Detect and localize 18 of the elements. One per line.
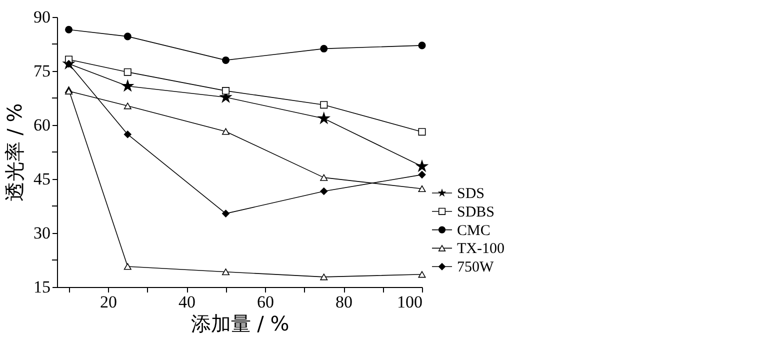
y-tick-label: 15 [34, 278, 50, 296]
x-tick-label: 20 [100, 292, 118, 312]
x-tick-label: 80 [336, 292, 353, 312]
y-tick-label: 75 [34, 62, 50, 80]
x-tick-label: 100 [397, 292, 422, 312]
legend-label: CMC [457, 222, 490, 239]
legend-label: TX-100 [457, 241, 504, 258]
y-tick-label: 45 [34, 170, 50, 188]
x-tick-label: 60 [257, 292, 274, 312]
y-tick-label: 30 [34, 224, 50, 242]
y-axis-title: 透光率 / % [2, 103, 26, 202]
x-axis-title: 添加量 / % [190, 312, 290, 336]
y-tick-label: 90 [34, 8, 50, 26]
x-tick-label: 40 [178, 292, 196, 312]
y-tick-label: 60 [34, 116, 50, 134]
legend-label: 750W [457, 260, 494, 276]
legend-label: SDS [457, 186, 485, 202]
legend-label: SDBS [457, 204, 495, 220]
